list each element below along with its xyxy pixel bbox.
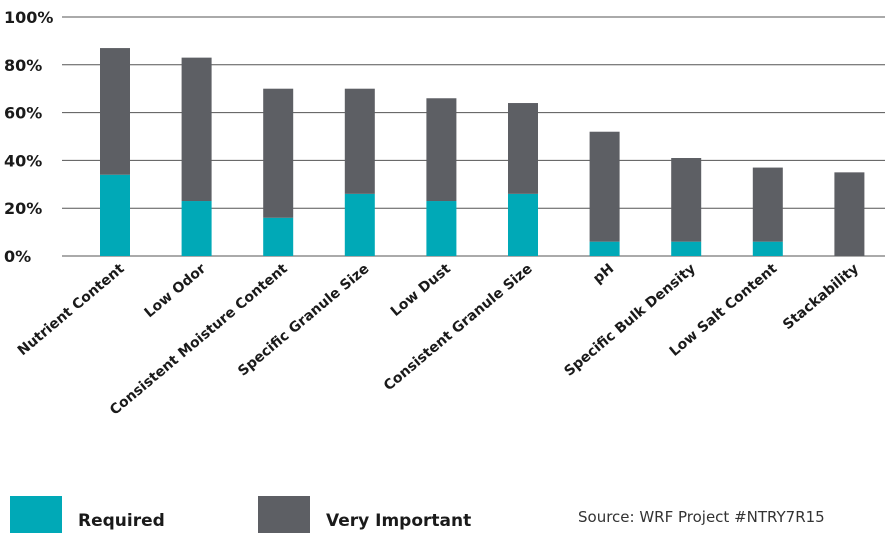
bar-required bbox=[752, 241, 783, 256]
x-tick-label: Specific Granule Size bbox=[235, 261, 372, 380]
legend-label-required: Required bbox=[78, 511, 165, 531]
bar-required bbox=[426, 201, 457, 256]
bars bbox=[100, 48, 865, 256]
y-tick-label: 40% bbox=[4, 151, 42, 170]
bar-very-important bbox=[508, 103, 538, 194]
y-tick-label: 20% bbox=[4, 199, 42, 218]
y-tick-label: 60% bbox=[4, 104, 42, 123]
bar-required bbox=[671, 241, 702, 256]
bar-very-important bbox=[671, 158, 702, 242]
x-tick-label: Specific Bulk Density bbox=[561, 261, 698, 380]
x-tick-label: Low Odor bbox=[142, 261, 210, 321]
y-tick-label: 100% bbox=[4, 8, 53, 27]
bar-very-important bbox=[344, 88, 375, 194]
bar-very-important bbox=[589, 131, 620, 242]
bar-very-important bbox=[181, 57, 212, 202]
source-note: Source: WRF Project #NTRY7R15 bbox=[578, 508, 825, 526]
y-axis-ticks: 0% 20% 40% 60% 80% 100% bbox=[4, 8, 53, 266]
x-tick-label: Low Dust bbox=[388, 261, 454, 320]
legend-label-very-important: Very Important bbox=[326, 511, 472, 531]
bar-very-important bbox=[100, 48, 130, 175]
legend-very-important: Very Important bbox=[258, 496, 471, 533]
x-tick-label: Nutrient Content bbox=[15, 261, 128, 359]
legend-required: Required bbox=[10, 496, 165, 533]
x-tick-label: Stackability bbox=[780, 261, 862, 333]
legend-swatch-required bbox=[10, 496, 62, 533]
bar-required bbox=[508, 193, 538, 256]
bar-very-important bbox=[834, 172, 865, 256]
x-tick-label: Consistent Moisture Content bbox=[107, 261, 291, 419]
bar-very-important bbox=[426, 98, 457, 202]
bar-very-important bbox=[263, 88, 294, 218]
bar-required bbox=[589, 241, 620, 256]
x-tick-label: pH bbox=[590, 261, 617, 287]
bar-required bbox=[263, 217, 294, 256]
legend-swatch-very-important bbox=[258, 496, 310, 533]
x-tick-label: Consistent Granule Size bbox=[381, 261, 536, 394]
bar-required bbox=[100, 174, 130, 256]
stacked-bar-chart: 0% 20% 40% 60% 80% 100% Nutrient Content Low O… bbox=[4, 8, 885, 419]
bar-very-important bbox=[752, 167, 783, 242]
bar-required bbox=[344, 193, 375, 256]
y-tick-label: 0% bbox=[4, 247, 31, 266]
y-tick-label: 80% bbox=[4, 56, 42, 75]
bar-required bbox=[181, 201, 212, 256]
